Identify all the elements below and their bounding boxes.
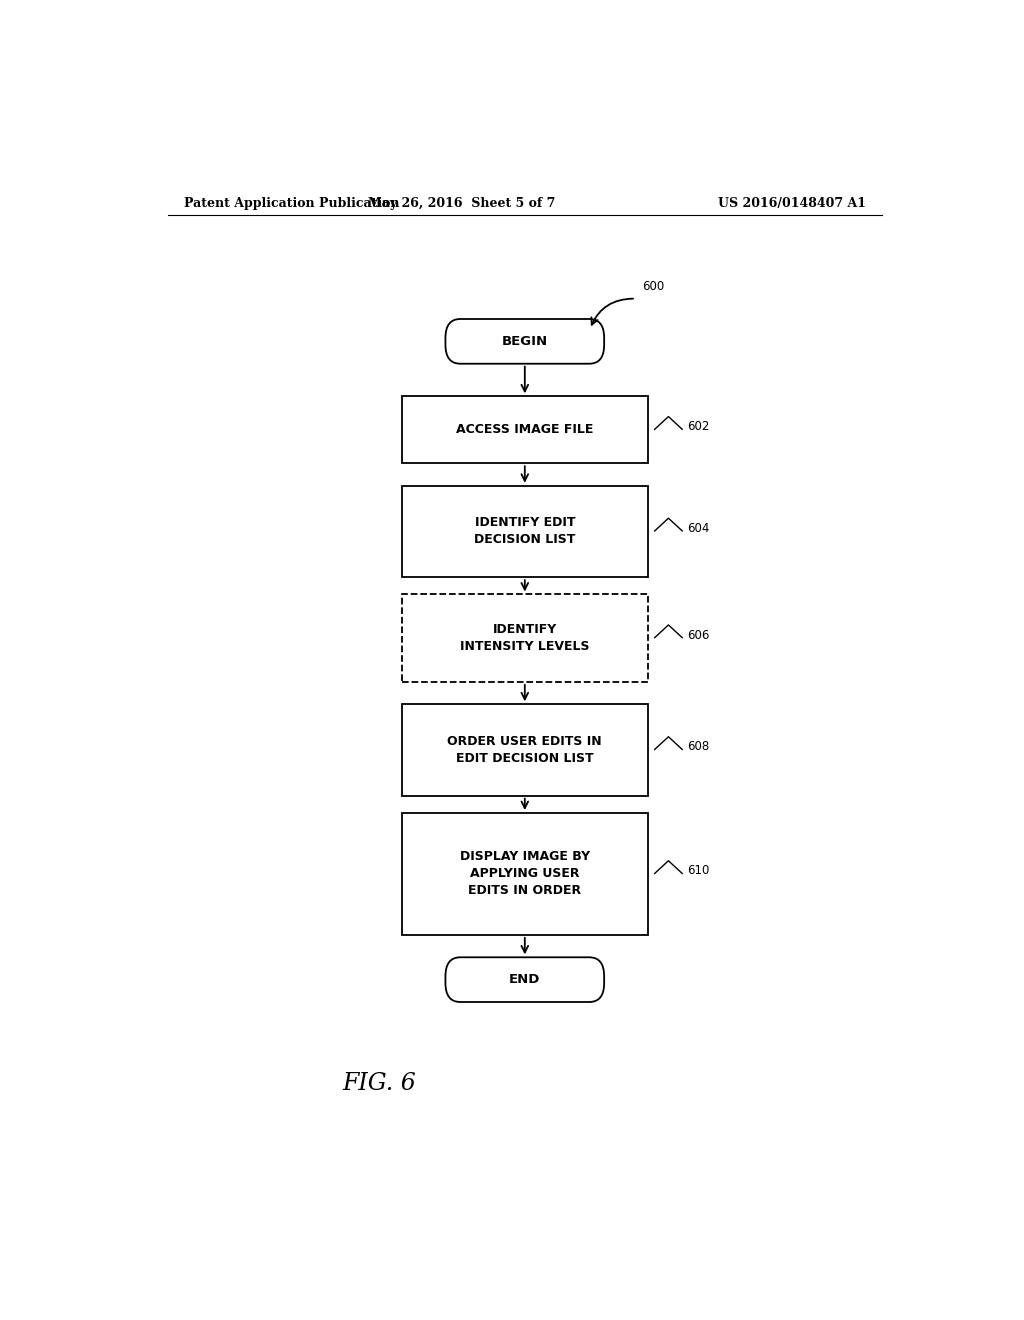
Text: IDENTIFY EDIT
DECISION LIST: IDENTIFY EDIT DECISION LIST	[474, 516, 575, 546]
FancyBboxPatch shape	[401, 486, 648, 577]
Text: 604: 604	[687, 521, 710, 535]
Text: 606: 606	[687, 628, 710, 642]
Text: Patent Application Publication: Patent Application Publication	[183, 197, 399, 210]
FancyBboxPatch shape	[401, 396, 648, 463]
FancyBboxPatch shape	[445, 957, 604, 1002]
Text: 600: 600	[642, 280, 665, 293]
FancyBboxPatch shape	[445, 319, 604, 364]
Text: BEGIN: BEGIN	[502, 335, 548, 348]
FancyBboxPatch shape	[401, 704, 648, 796]
Text: May 26, 2016  Sheet 5 of 7: May 26, 2016 Sheet 5 of 7	[368, 197, 555, 210]
Text: DISPLAY IMAGE BY
APPLYING USER
EDITS IN ORDER: DISPLAY IMAGE BY APPLYING USER EDITS IN …	[460, 850, 590, 898]
Text: 610: 610	[687, 865, 710, 878]
Text: ACCESS IMAGE FILE: ACCESS IMAGE FILE	[456, 424, 594, 437]
Text: END: END	[509, 973, 541, 986]
Text: IDENTIFY
INTENSITY LEVELS: IDENTIFY INTENSITY LEVELS	[460, 623, 590, 653]
FancyBboxPatch shape	[401, 594, 648, 682]
FancyBboxPatch shape	[401, 813, 648, 935]
Text: FIG. 6: FIG. 6	[342, 1072, 416, 1094]
Text: ORDER USER EDITS IN
EDIT DECISION LIST: ORDER USER EDITS IN EDIT DECISION LIST	[447, 735, 602, 766]
Text: 608: 608	[687, 741, 710, 754]
Text: 602: 602	[687, 420, 710, 433]
Text: US 2016/0148407 A1: US 2016/0148407 A1	[718, 197, 866, 210]
